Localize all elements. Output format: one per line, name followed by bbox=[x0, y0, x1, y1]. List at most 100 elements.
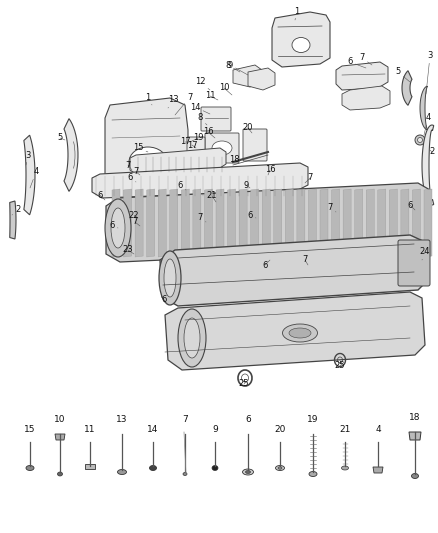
Ellipse shape bbox=[183, 472, 187, 475]
Polygon shape bbox=[389, 189, 397, 257]
Ellipse shape bbox=[289, 328, 311, 338]
Polygon shape bbox=[216, 189, 224, 257]
Text: 6: 6 bbox=[347, 58, 366, 68]
Text: 20: 20 bbox=[243, 124, 253, 133]
Text: 19: 19 bbox=[190, 133, 203, 142]
Polygon shape bbox=[165, 292, 425, 370]
Text: 7: 7 bbox=[197, 214, 206, 222]
Polygon shape bbox=[106, 183, 430, 262]
Ellipse shape bbox=[283, 324, 318, 342]
Polygon shape bbox=[92, 163, 308, 198]
Polygon shape bbox=[130, 148, 226, 174]
Text: 7: 7 bbox=[302, 255, 308, 265]
FancyBboxPatch shape bbox=[205, 133, 239, 163]
Polygon shape bbox=[170, 189, 178, 257]
Ellipse shape bbox=[417, 138, 423, 142]
Ellipse shape bbox=[243, 469, 254, 475]
Ellipse shape bbox=[342, 466, 349, 470]
Text: 15: 15 bbox=[24, 425, 36, 434]
Text: 10: 10 bbox=[219, 84, 232, 95]
Text: 6: 6 bbox=[97, 190, 105, 200]
Polygon shape bbox=[422, 125, 434, 205]
Text: 11: 11 bbox=[205, 92, 218, 101]
Ellipse shape bbox=[26, 465, 34, 471]
Text: 13: 13 bbox=[116, 416, 128, 424]
Ellipse shape bbox=[105, 199, 131, 257]
Polygon shape bbox=[336, 62, 388, 90]
Polygon shape bbox=[205, 189, 212, 257]
Text: 9: 9 bbox=[212, 425, 218, 434]
Ellipse shape bbox=[57, 472, 63, 476]
Text: 4: 4 bbox=[30, 167, 39, 188]
Text: 7: 7 bbox=[305, 174, 313, 183]
Ellipse shape bbox=[212, 141, 232, 155]
Text: 3: 3 bbox=[25, 150, 31, 165]
Polygon shape bbox=[262, 189, 270, 257]
Polygon shape bbox=[285, 189, 293, 257]
Ellipse shape bbox=[129, 147, 167, 177]
Text: 7: 7 bbox=[175, 93, 193, 115]
Polygon shape bbox=[251, 189, 259, 257]
Polygon shape bbox=[420, 86, 427, 130]
Polygon shape bbox=[112, 189, 120, 257]
Polygon shape bbox=[320, 189, 328, 257]
Text: 7: 7 bbox=[327, 204, 336, 213]
FancyBboxPatch shape bbox=[201, 107, 231, 131]
Text: 6: 6 bbox=[247, 211, 256, 220]
Text: 11: 11 bbox=[84, 425, 96, 434]
Text: 5: 5 bbox=[396, 68, 410, 82]
Polygon shape bbox=[55, 434, 65, 440]
Text: 4: 4 bbox=[424, 114, 431, 135]
Polygon shape bbox=[366, 189, 374, 257]
Text: 1: 1 bbox=[294, 6, 300, 20]
Polygon shape bbox=[24, 135, 35, 215]
Polygon shape bbox=[355, 189, 363, 257]
Polygon shape bbox=[64, 119, 78, 191]
Text: 25: 25 bbox=[239, 379, 249, 389]
Text: 18: 18 bbox=[229, 156, 244, 165]
Polygon shape bbox=[158, 189, 166, 257]
Text: 8: 8 bbox=[225, 61, 240, 72]
Text: 6: 6 bbox=[177, 181, 186, 190]
Text: 10: 10 bbox=[54, 416, 66, 424]
Polygon shape bbox=[105, 98, 188, 195]
Text: 8: 8 bbox=[197, 114, 207, 125]
FancyBboxPatch shape bbox=[243, 129, 267, 161]
Text: 24: 24 bbox=[420, 247, 430, 260]
Polygon shape bbox=[373, 467, 383, 473]
Text: 12: 12 bbox=[195, 77, 210, 90]
FancyBboxPatch shape bbox=[398, 240, 430, 286]
Text: 6: 6 bbox=[161, 295, 168, 305]
Ellipse shape bbox=[149, 465, 156, 471]
Polygon shape bbox=[124, 189, 131, 257]
Polygon shape bbox=[272, 12, 330, 67]
Text: 13: 13 bbox=[168, 95, 178, 108]
Ellipse shape bbox=[184, 318, 200, 358]
FancyBboxPatch shape bbox=[187, 137, 205, 161]
Bar bbox=[85, 464, 95, 469]
Polygon shape bbox=[10, 201, 16, 239]
Polygon shape bbox=[135, 189, 143, 257]
Text: 6: 6 bbox=[245, 416, 251, 424]
Ellipse shape bbox=[276, 465, 285, 471]
Polygon shape bbox=[181, 189, 189, 257]
Text: 7: 7 bbox=[133, 167, 140, 176]
Text: 2: 2 bbox=[429, 148, 434, 157]
Ellipse shape bbox=[159, 251, 181, 305]
Text: 17: 17 bbox=[187, 141, 197, 149]
Ellipse shape bbox=[292, 37, 310, 52]
Polygon shape bbox=[424, 189, 432, 257]
Polygon shape bbox=[308, 189, 316, 257]
Text: 9: 9 bbox=[244, 181, 250, 190]
Polygon shape bbox=[409, 432, 421, 440]
Text: 16: 16 bbox=[265, 166, 276, 175]
Ellipse shape bbox=[111, 208, 125, 248]
Polygon shape bbox=[332, 189, 339, 257]
Text: 23: 23 bbox=[123, 246, 134, 254]
Text: 4: 4 bbox=[375, 425, 381, 434]
Text: 20: 20 bbox=[274, 425, 286, 434]
Polygon shape bbox=[248, 68, 275, 90]
Polygon shape bbox=[274, 189, 282, 257]
Text: 1: 1 bbox=[145, 93, 152, 105]
Ellipse shape bbox=[309, 472, 317, 477]
